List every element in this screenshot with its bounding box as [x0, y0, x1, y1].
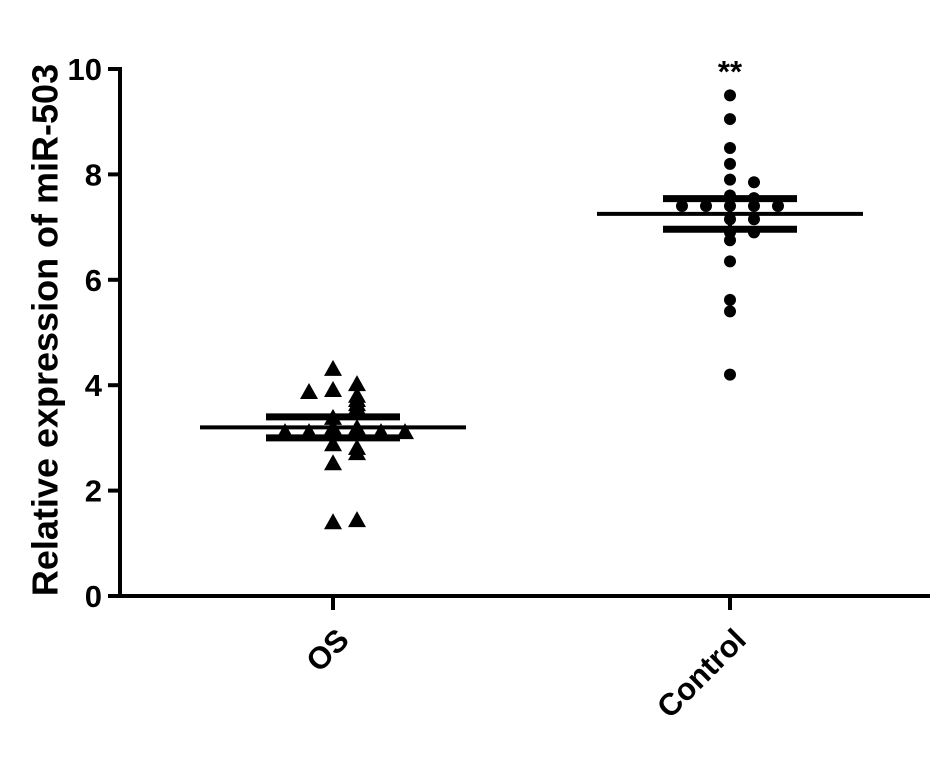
y-tick-label: 4 — [85, 368, 103, 403]
data-point — [724, 113, 736, 126]
data-point — [724, 255, 736, 268]
data-point — [348, 398, 366, 415]
data-point — [748, 200, 760, 213]
x-tick-label: OS — [299, 622, 355, 678]
data-point — [348, 375, 366, 392]
y-axis-title: Relative expression of miR-503 — [25, 64, 66, 596]
data-point — [748, 213, 760, 226]
data-point — [724, 157, 736, 170]
data-point — [748, 176, 760, 189]
data-point — [676, 200, 688, 213]
data-point — [300, 383, 318, 400]
y-tick-label: 10 — [68, 52, 102, 87]
data-point — [324, 435, 342, 452]
data-point — [324, 359, 342, 376]
data-point — [396, 423, 414, 440]
data-point — [324, 513, 342, 530]
data-point — [700, 200, 712, 213]
data-point — [724, 173, 736, 186]
data-point — [724, 293, 736, 306]
y-tick-label: 0 — [85, 579, 102, 614]
data-point — [724, 234, 736, 247]
data-point — [724, 368, 736, 381]
x-tick-label: Control — [650, 622, 753, 725]
data-point — [724, 142, 736, 155]
data-point — [772, 200, 784, 213]
data-point — [348, 444, 366, 461]
data-point — [724, 89, 736, 102]
data-point — [324, 454, 342, 471]
y-tick-label: 2 — [85, 474, 102, 509]
data-point — [324, 380, 342, 397]
y-tick-label: 8 — [85, 157, 102, 192]
data-point — [724, 305, 736, 318]
annotation: ** — [718, 54, 743, 89]
y-tick-label: 6 — [85, 263, 102, 298]
data-point — [348, 511, 366, 528]
